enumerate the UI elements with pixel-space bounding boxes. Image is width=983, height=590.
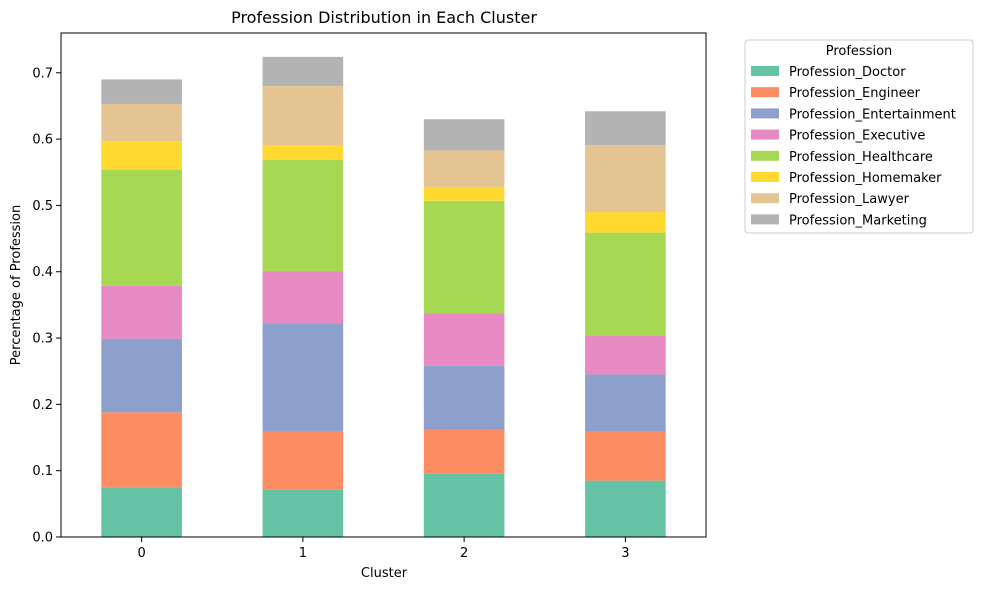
y-tick-label: 0.3 — [32, 332, 53, 347]
legend-label: Profession_Doctor — [789, 65, 906, 80]
bar-cluster-2-series-7 — [423, 119, 505, 151]
bar-cluster-0-series-1 — [101, 412, 182, 488]
y-axis: 0.0 0.1 0.2 0.3 0.4 0.5 0.6 0.7 — [32, 66, 61, 546]
bar-cluster-1-series-2 — [262, 323, 344, 431]
y-tick-label: 0.1 — [32, 464, 53, 479]
legend-label: Profession_Entertainment — [789, 107, 956, 122]
y-tick-label: 0.2 — [32, 398, 53, 413]
legend-swatch — [751, 193, 779, 204]
x-tick-label: 1 — [299, 546, 307, 561]
bar-cluster-2-series-6 — [423, 150, 505, 187]
bar-cluster-3-series-7 — [585, 111, 666, 146]
bar-cluster-3-series-0 — [585, 480, 666, 537]
legend-swatch — [751, 172, 779, 182]
y-tick-label: 0.0 — [32, 531, 53, 546]
y-axis-label: Percentage of Profession — [9, 205, 24, 365]
x-tick-label: 2 — [460, 546, 468, 561]
x-axis: 0 1 2 3 — [137, 537, 630, 561]
legend-frame — [744, 39, 974, 234]
bar-cluster-2-series-3 — [423, 313, 505, 366]
legend-label: Profession_Lawyer — [789, 192, 910, 207]
bar-cluster-2-series-1 — [423, 429, 505, 474]
legend-swatch — [751, 214, 779, 225]
legend-swatch — [751, 129, 779, 140]
x-tick-label: 0 — [137, 546, 145, 561]
y-tick-label: 0.4 — [32, 265, 53, 280]
legend-label: Profession_Marketing — [789, 213, 927, 228]
y-tick-label: 0.6 — [32, 133, 53, 148]
x-axis-label: Cluster — [361, 566, 408, 581]
bar-cluster-3-series-4 — [585, 232, 666, 336]
bar-cluster-1-series-0 — [262, 489, 344, 537]
legend: Profession Profession_Doctor Profession_E… — [744, 39, 974, 234]
bar-cluster-1-series-7 — [262, 56, 344, 87]
legend-label: Profession_Homemaker — [789, 171, 942, 186]
bar-cluster-0-series-3 — [101, 285, 182, 339]
x-tick-label: 3 — [621, 546, 629, 561]
bar-cluster-3-series-6 — [585, 145, 666, 213]
bar-cluster-0-series-2 — [101, 338, 182, 413]
bar-cluster-0-series-6 — [101, 103, 182, 142]
bar-cluster-2-series-4 — [423, 200, 505, 314]
bar-cluster-2-series-5 — [423, 186, 505, 201]
bar-cluster-3-series-2 — [585, 374, 666, 432]
bar-cluster-0-series-4 — [101, 169, 182, 286]
bar-cluster-1-series-4 — [262, 159, 344, 272]
legend-swatch — [751, 150, 779, 161]
legend-swatch — [751, 108, 779, 119]
legend-label: Profession_Engineer — [789, 86, 921, 101]
y-tick-label: 0.5 — [32, 199, 53, 214]
legend-swatch — [751, 66, 779, 76]
legend-title: Profession — [826, 44, 893, 59]
legend-label: Profession_Executive — [789, 129, 925, 144]
bar-cluster-2-series-2 — [423, 365, 505, 430]
legend-swatch — [751, 87, 779, 98]
bar-cluster-3-series-5 — [585, 212, 666, 233]
plot-frame — [60, 32, 707, 538]
bar-cluster-1-series-5 — [262, 145, 344, 160]
bar-cluster-0-series-7 — [101, 79, 182, 104]
chart-title: Profession Distribution in Each Cluster — [231, 8, 537, 27]
bar-cluster-2-series-0 — [423, 473, 505, 537]
bars-group — [101, 56, 666, 537]
y-tick-label: 0.7 — [32, 66, 53, 81]
bar-cluster-1-series-6 — [262, 86, 344, 146]
bar-cluster-0-series-5 — [101, 141, 182, 170]
legend-label: Profession_Healthcare — [789, 150, 933, 165]
bar-cluster-3-series-1 — [585, 431, 666, 481]
bar-cluster-1-series-1 — [262, 430, 344, 490]
bar-cluster-3-series-3 — [585, 335, 666, 375]
bar-cluster-0-series-0 — [101, 487, 182, 537]
legend-items: Profession_Doctor Profession_Engineer Prof… — [751, 65, 956, 228]
bar-cluster-1-series-3 — [262, 271, 344, 324]
